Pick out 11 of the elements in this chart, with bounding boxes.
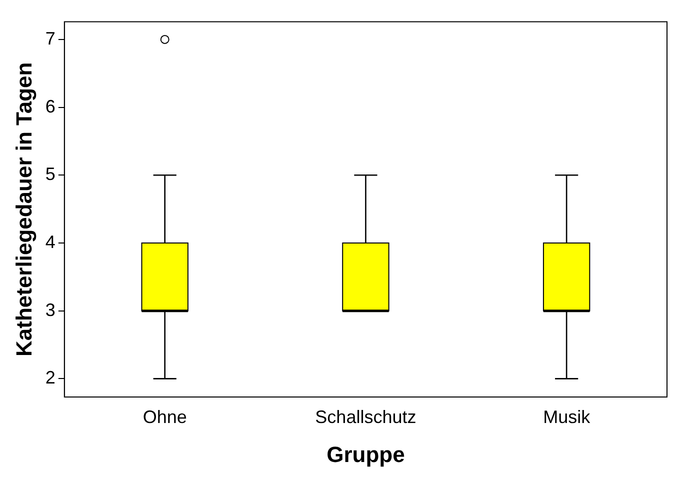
x-tick-label: Ohne	[142, 406, 187, 427]
y-axis-title: Katheterliegedauer in Tagen	[11, 62, 36, 357]
y-tick-label: 2	[45, 368, 56, 388]
x-tick-label: Schallschutz	[315, 406, 416, 427]
x-tick-label: Musik	[543, 406, 592, 427]
x-axis-title: Gruppe	[326, 442, 405, 467]
y-tick-label: 7	[45, 28, 56, 48]
y-tick-label: 3	[45, 300, 56, 320]
y-tick-label: 5	[45, 164, 56, 184]
y-tick-label: 4	[45, 232, 56, 252]
y-tick-label: 6	[45, 96, 56, 116]
